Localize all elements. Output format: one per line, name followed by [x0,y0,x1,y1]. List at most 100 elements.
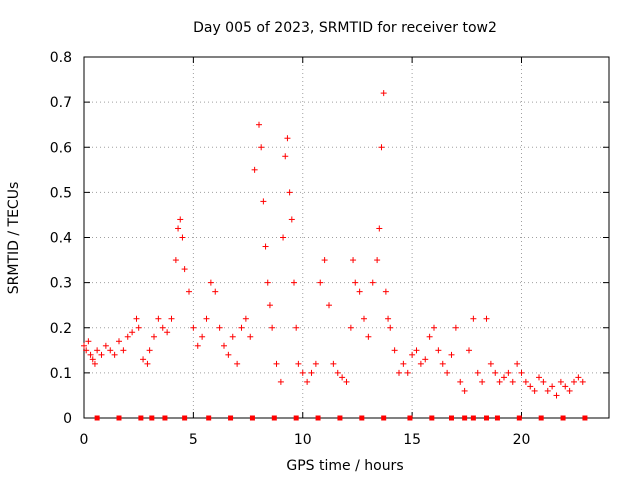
gap-marker [94,415,100,421]
grid [84,57,609,418]
data-point [203,315,210,322]
data-point [536,374,542,381]
data-point [492,369,499,376]
gap-marker [249,415,255,421]
gap-marker [228,415,234,421]
data-point [277,378,284,385]
data-point [505,369,512,376]
data-point [356,288,363,295]
y-tick-label: 0.4 [50,231,72,247]
data-point [522,378,529,385]
data-point [181,266,188,273]
y-tick-label: 0.1 [50,366,72,382]
data-point [282,153,289,160]
data-point [321,257,328,264]
data-point [391,347,398,354]
gap-marker [462,415,468,421]
gap-marker [293,415,299,421]
data-point [387,324,394,331]
gap-marker [470,415,476,421]
data-point [83,347,90,354]
gap-marker [315,415,321,421]
data-point [378,144,385,151]
data-point [266,302,273,309]
data-point [347,324,354,331]
x-tick-label: 0 [80,432,89,448]
gap-marker [149,415,155,421]
data-point [518,369,525,376]
data-point [380,90,387,97]
data-point [376,225,383,232]
data-point [396,369,402,376]
data-point [216,324,223,331]
data-point [369,279,376,286]
data-point [144,360,151,367]
data-point [334,369,341,376]
data-point [308,369,315,376]
data-point [269,324,276,331]
gap-marker [271,415,277,421]
data-point [129,329,136,336]
chart-title: Day 005 of 2023, SRMTID for receiver tow… [193,20,497,36]
data-point [544,387,551,394]
data-point [579,378,586,385]
data-point [89,356,96,363]
data-point [102,342,109,349]
data-point [238,324,245,331]
data-point [540,378,547,385]
data-point [280,234,287,241]
data-point [365,333,372,340]
data-point [474,369,481,376]
data-point [91,360,98,367]
data-point [194,342,201,349]
data-point [258,144,265,151]
y-tick-label: 0.3 [50,276,72,292]
data-point [229,333,236,340]
gap-marker [162,415,168,421]
data-point [571,378,577,385]
y-tick-label: 0 [63,411,72,427]
data-point [256,121,262,128]
data-point [225,351,232,358]
data-point [234,360,241,367]
data-point [575,374,582,381]
gap-marker [449,415,454,421]
y-tick-label: 0.7 [50,95,72,111]
data-point [260,198,267,205]
data-point [452,324,459,331]
y-axis-title: SRMTID / TECUs [6,182,22,295]
data-point [501,374,507,381]
data-point [172,257,179,264]
data-point [190,324,197,331]
data-point [312,360,319,367]
data-point [87,351,94,358]
data-point [549,383,556,390]
data-point [531,387,538,394]
data-point [444,369,451,376]
data-point [326,302,332,309]
data-point [413,347,420,354]
data-point [382,288,389,295]
data-point [457,378,464,385]
data-point [291,279,297,286]
data-point [431,324,437,331]
data-point [207,279,214,286]
data-point [159,324,166,331]
data-point [199,333,206,340]
data-point [422,356,429,363]
data-point [435,347,442,354]
data-point [186,288,192,295]
data-point [374,257,381,264]
data-point [566,387,573,394]
data-point [94,347,101,354]
gap-marker [337,415,343,421]
gap-marker [516,415,522,421]
data-point [133,315,140,322]
data-point [466,347,472,354]
data-point [293,324,300,331]
data-point [98,351,105,358]
data-point [487,360,494,367]
data-point [350,257,357,264]
y-tick-label: 0.8 [50,50,72,66]
